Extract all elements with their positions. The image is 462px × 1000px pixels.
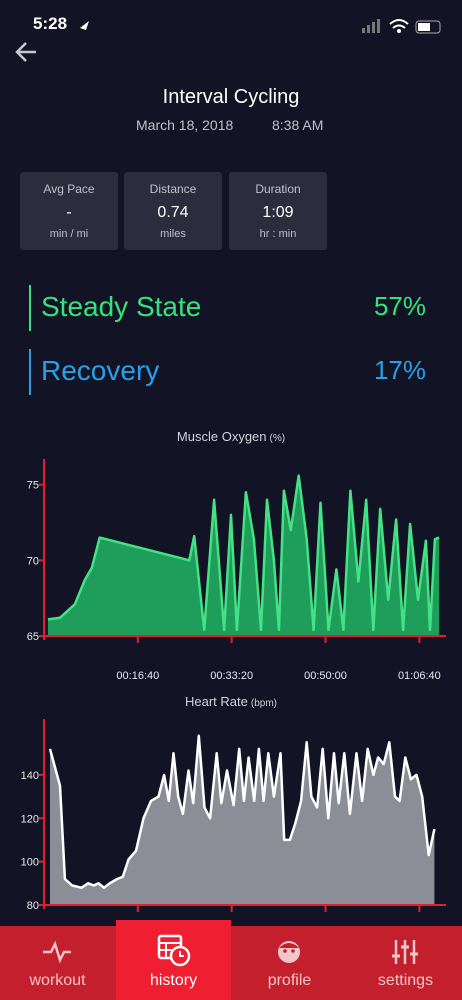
stat-card: Avg Pace - min / mi	[20, 172, 118, 250]
area-fill	[50, 735, 435, 905]
zone-percent: 17%	[373, 355, 426, 385]
chart-title-text: Muscle Oxygen	[177, 429, 267, 444]
tab-label: settings	[377, 972, 434, 989]
stat-unit: hr : min	[259, 228, 297, 240]
charts: Muscle Oxygen (%) 65 70 75 00:16:40 00:33:20 00…	[21, 429, 446, 912]
stat-card: Duration 1:09 hr : min	[229, 172, 327, 250]
tab-icon	[43, 940, 71, 964]
x-tick-label: 00:16:40	[116, 670, 159, 682]
x-tick-label: 01:06:40	[398, 670, 441, 682]
tab[interactable]: settings	[348, 926, 462, 1000]
chart-unit: (%)	[270, 433, 286, 444]
zone-row: Steady State 57%	[29, 285, 426, 331]
y-tick-label: 120	[21, 813, 39, 825]
y-tick-label: 65	[27, 631, 39, 643]
time: 8:38 AM	[272, 117, 324, 133]
area-fill	[47, 475, 440, 636]
stat-unit: miles	[160, 228, 186, 240]
y-tick-label: 140	[21, 770, 39, 782]
tab-icon	[278, 941, 300, 963]
tab-icon	[392, 940, 418, 964]
back-arrow[interactable]	[15, 42, 36, 62]
chart-title: Muscle Oxygen (%)	[177, 429, 285, 444]
tab[interactable]: profile	[232, 926, 347, 1000]
stat-label: Duration	[255, 182, 301, 196]
stat-value: 1:09	[262, 204, 294, 221]
status-time: 5:28	[33, 14, 68, 33]
zone-name: Recovery	[41, 355, 160, 386]
zone-percent: 57%	[373, 291, 426, 321]
tab[interactable]: workout	[0, 926, 115, 1000]
x-tick-label: 00:50:00	[304, 670, 347, 682]
area-line	[47, 474, 440, 632]
zone-row: Recovery 17%	[29, 349, 426, 395]
tab-label: profile	[267, 972, 312, 989]
zone-name: Steady State	[41, 291, 202, 322]
y-tick-label: 75	[27, 480, 39, 492]
stat-value: -	[66, 204, 72, 221]
chart-title-text: Heart Rate	[185, 694, 248, 709]
stat-label: Distance	[149, 182, 197, 196]
stat-card: Distance 0.74 miles	[124, 172, 222, 250]
tab-icon	[157, 934, 191, 967]
tab-label: history	[149, 972, 198, 989]
y-tick-label: 80	[27, 900, 39, 912]
title: Interval Cycling	[162, 86, 300, 108]
tab-label: workout	[29, 972, 86, 989]
chart-title: Heart Rate (bpm)	[185, 694, 277, 709]
tab-bar: workout history profile settings	[0, 920, 462, 1000]
x-tick-label: 00:33:20	[210, 670, 253, 682]
chart-unit: (bpm)	[251, 698, 277, 709]
area-line	[48, 734, 436, 889]
stat-unit: min / mi	[49, 228, 89, 240]
stat-value: 0.74	[157, 204, 189, 221]
y-tick-label: 100	[21, 857, 39, 869]
y-tick-label: 70	[27, 555, 39, 567]
date: March 18, 2018	[136, 117, 234, 133]
tab[interactable]: history	[116, 920, 231, 1000]
stat-label: Avg Pace	[43, 182, 95, 196]
top-icons	[15, 19, 441, 62]
